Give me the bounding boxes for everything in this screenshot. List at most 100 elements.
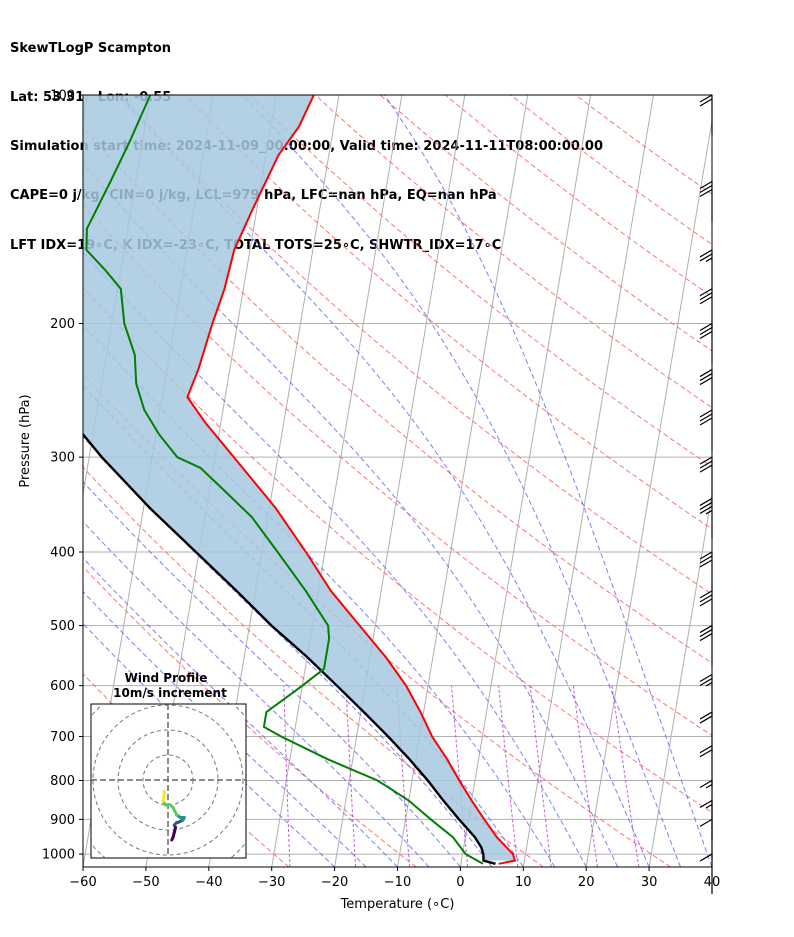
wind-barb-feather: [699, 505, 713, 514]
wind-barb-half: [705, 783, 713, 789]
wind-barbs: [699, 94, 713, 895]
wind-barb-feather: [699, 377, 713, 386]
dry-adiabat-line: [83, 466, 544, 867]
mixing-ratio-line: [529, 685, 552, 867]
wind-barb-feather: [699, 749, 713, 758]
moist-adiabat-line: [83, 436, 493, 867]
mixing-ratio-line: [283, 685, 291, 867]
isotherm-line: [522, 95, 654, 867]
wind-barb-feather: [699, 188, 713, 198]
x-tick-label: −40: [195, 875, 222, 890]
wind-barb-feather: [699, 413, 713, 422]
dry-adiabat-line: [83, 126, 712, 664]
isotherm-line: [459, 95, 592, 867]
wind-barb-feather: [699, 296, 713, 305]
mixing-ratio-line: [572, 685, 598, 867]
wind-barb-feather: [699, 559, 713, 568]
mixing-ratio-line: [345, 685, 357, 867]
x-tick-label: −20: [321, 875, 348, 890]
hodograph-clip: [91, 704, 246, 858]
wind-barb-feather: [699, 745, 713, 754]
dry-adiabat-line: [445, 95, 712, 298]
isotherm-line: [83, 95, 88, 125]
y-tick-label: 800: [50, 774, 75, 789]
wind-barb-feather: [699, 779, 713, 789]
y-tick-label: 500: [50, 619, 75, 634]
wind-barb-feather: [699, 322, 713, 332]
isotherm-line: [585, 118, 712, 867]
wind-barb-feather: [699, 673, 713, 683]
wind-barb-feather: [699, 497, 713, 506]
y-tick-label: 700: [50, 730, 75, 745]
wind-barb-feather: [699, 853, 713, 862]
wind-barb-feather: [699, 555, 713, 564]
moist-adiabat-line: [83, 520, 430, 867]
dewpoint-profile-line: [85, 95, 484, 865]
wind-barb-feather: [699, 598, 713, 607]
plot-area: [83, 95, 712, 867]
dry-adiabat-line: [184, 95, 712, 530]
wind-barb-feather: [699, 456, 713, 465]
wind-barb-feather: [699, 253, 713, 262]
x-tick-label: 0: [456, 875, 464, 890]
dry-adiabat-line: [510, 95, 712, 245]
wind-barb-feather: [699, 409, 713, 418]
wind-barb-feather: [699, 715, 713, 724]
moist-adiabat-line: [83, 251, 587, 867]
dry-adiabat-line: [83, 286, 712, 814]
wind-barb-feather: [699, 330, 713, 340]
moist-adiabat-line: [242, 95, 681, 867]
dry-adiabat-line: [575, 95, 712, 195]
x-tick-label: 10: [515, 875, 532, 890]
isotherm-line: [334, 95, 466, 867]
hodograph-title: Wind Profile: [125, 671, 208, 685]
dry-adiabat-line: [83, 566, 417, 867]
x-axis-label: Temperature (∘C): [340, 897, 455, 912]
x-tick-label: −50: [132, 875, 159, 890]
wind-barb-feather: [699, 326, 713, 336]
mixing-ratio-line: [498, 685, 519, 867]
cape-shading: [83, 95, 515, 861]
wind-barb-feather: [699, 625, 713, 634]
wind-barb-feather: [699, 464, 713, 473]
x-tick-label: −10: [384, 875, 411, 890]
wind-barb-feather: [699, 184, 713, 194]
y-tick-label: 300: [50, 451, 75, 466]
dry-adiabat-line: [83, 373, 671, 867]
y-axis-label: Pressure (hPa): [18, 394, 33, 487]
hodograph-subtitle: 10m/s increment: [113, 686, 227, 700]
x-tick-label: 20: [578, 875, 595, 890]
parcel-profile-line: [83, 432, 496, 865]
wind-barb-feather: [699, 369, 713, 378]
wind-barb-feather: [699, 629, 713, 638]
wind-barb-feather: [699, 292, 713, 301]
wind-barb-feather: [699, 417, 713, 426]
temperature-profile-line: [186, 95, 517, 865]
y-tick-label: 1000: [42, 848, 75, 863]
y-tick-label: 400: [50, 546, 75, 561]
moist-adiabat-line: [383, 95, 712, 867]
wind-barb-half: [705, 803, 713, 809]
wind-barb-feather: [699, 551, 713, 560]
wind-barb-feather: [699, 590, 713, 599]
wind-barb-feather: [699, 98, 713, 107]
x-tick-label: −30: [258, 875, 285, 890]
x-tick-label: −60: [69, 875, 96, 890]
wind-barb-feather: [699, 180, 713, 190]
moist-adiabat-line: [118, 95, 650, 867]
wind-barb-feather: [699, 460, 713, 469]
wind-barb-feather: [699, 594, 713, 603]
wind-barb-half: [705, 257, 713, 262]
dry-adiabat-line: [314, 95, 712, 409]
wind-barb-half: [705, 681, 713, 687]
y-tick-label: 900: [50, 813, 75, 828]
wind-barb-feather: [699, 677, 713, 687]
wind-barb-feather: [699, 799, 713, 809]
chart-title: SkewTLogP Scampton: [10, 40, 172, 56]
wind-barb-feather: [699, 249, 713, 258]
y-tick-label: 600: [50, 679, 75, 694]
isotherm-line: [648, 491, 712, 867]
